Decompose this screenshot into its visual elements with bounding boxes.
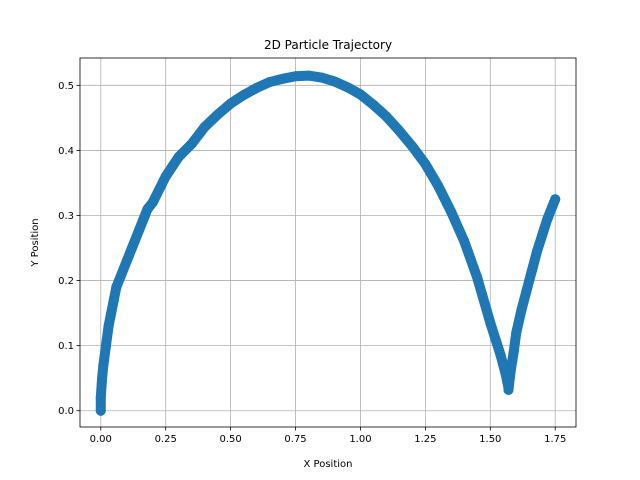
data-point (433, 181, 444, 192)
data-point (472, 272, 483, 283)
data-point (121, 256, 132, 267)
x-axis-label: X Position (304, 459, 353, 470)
y-tick-label: 0.5 (58, 81, 74, 92)
data-point (329, 76, 340, 87)
data-point (212, 109, 223, 120)
x-tick-label: 0.50 (219, 434, 241, 445)
data-point (303, 70, 314, 81)
data-point (446, 207, 457, 218)
data-point (116, 269, 127, 280)
data-point (511, 327, 522, 338)
data-point (381, 111, 392, 122)
y-tick-label: 0.2 (58, 276, 74, 287)
y-tick-label: 0.1 (58, 341, 74, 352)
x-tick-label: 1.50 (479, 434, 501, 445)
data-series (95, 70, 561, 416)
data-point (316, 72, 327, 83)
y-tick-label: 0.3 (58, 211, 74, 222)
data-point (134, 223, 145, 234)
x-tick-label: 0.75 (284, 434, 306, 445)
data-point (495, 350, 506, 361)
data-point (277, 73, 288, 84)
data-point (498, 360, 509, 371)
data-point (238, 90, 249, 101)
data-point (100, 340, 111, 351)
data-point (98, 360, 109, 371)
data-point (394, 125, 405, 136)
data-point (264, 77, 275, 88)
data-point (95, 405, 106, 416)
x-tick-label: 1.75 (544, 434, 566, 445)
data-point (368, 99, 379, 110)
data-point (290, 71, 301, 82)
data-point (537, 230, 548, 241)
axis-ticks: 0.00 0.25 0.50 0.75 1.00 1.25 1.50 1.75 0.0 0.1 0.… (58, 81, 566, 445)
data-point (503, 384, 514, 395)
y-tick-label: 0.4 (58, 146, 74, 157)
x-tick-label: 0.25 (155, 434, 177, 445)
x-tick-label: 1.00 (349, 434, 371, 445)
data-point (186, 138, 197, 149)
data-point (108, 295, 119, 306)
data-point (106, 308, 117, 319)
data-point (407, 141, 418, 152)
data-point (126, 243, 137, 254)
data-point (532, 246, 543, 257)
data-point (521, 285, 532, 296)
data-point (485, 317, 496, 328)
data-point (225, 98, 236, 109)
data-point (160, 171, 171, 182)
data-point (103, 321, 114, 332)
data-point (516, 304, 527, 315)
y-axis-label: Y Position (30, 218, 41, 267)
data-point (506, 363, 517, 374)
plot-frame (79, 57, 577, 428)
x-tick-label: 1.25 (414, 434, 436, 445)
data-point (355, 89, 366, 100)
x-tick-label: 0.00 (90, 434, 112, 445)
chart-title: 2D Particle Trajectory (264, 38, 392, 52)
data-point (251, 82, 262, 93)
data-point (97, 373, 108, 384)
y-tick-label: 0.0 (58, 406, 74, 417)
data-point (526, 265, 537, 276)
data-point (95, 392, 106, 403)
data-point (504, 373, 515, 384)
data-point (459, 236, 470, 247)
data-point (111, 282, 122, 293)
data-point (508, 347, 519, 358)
data-point (342, 82, 353, 93)
data-point (542, 213, 553, 224)
data-point (550, 194, 561, 205)
data-point (199, 121, 210, 132)
data-point (420, 159, 431, 170)
data-point (147, 197, 158, 208)
data-point (490, 334, 501, 345)
data-point (173, 151, 184, 162)
